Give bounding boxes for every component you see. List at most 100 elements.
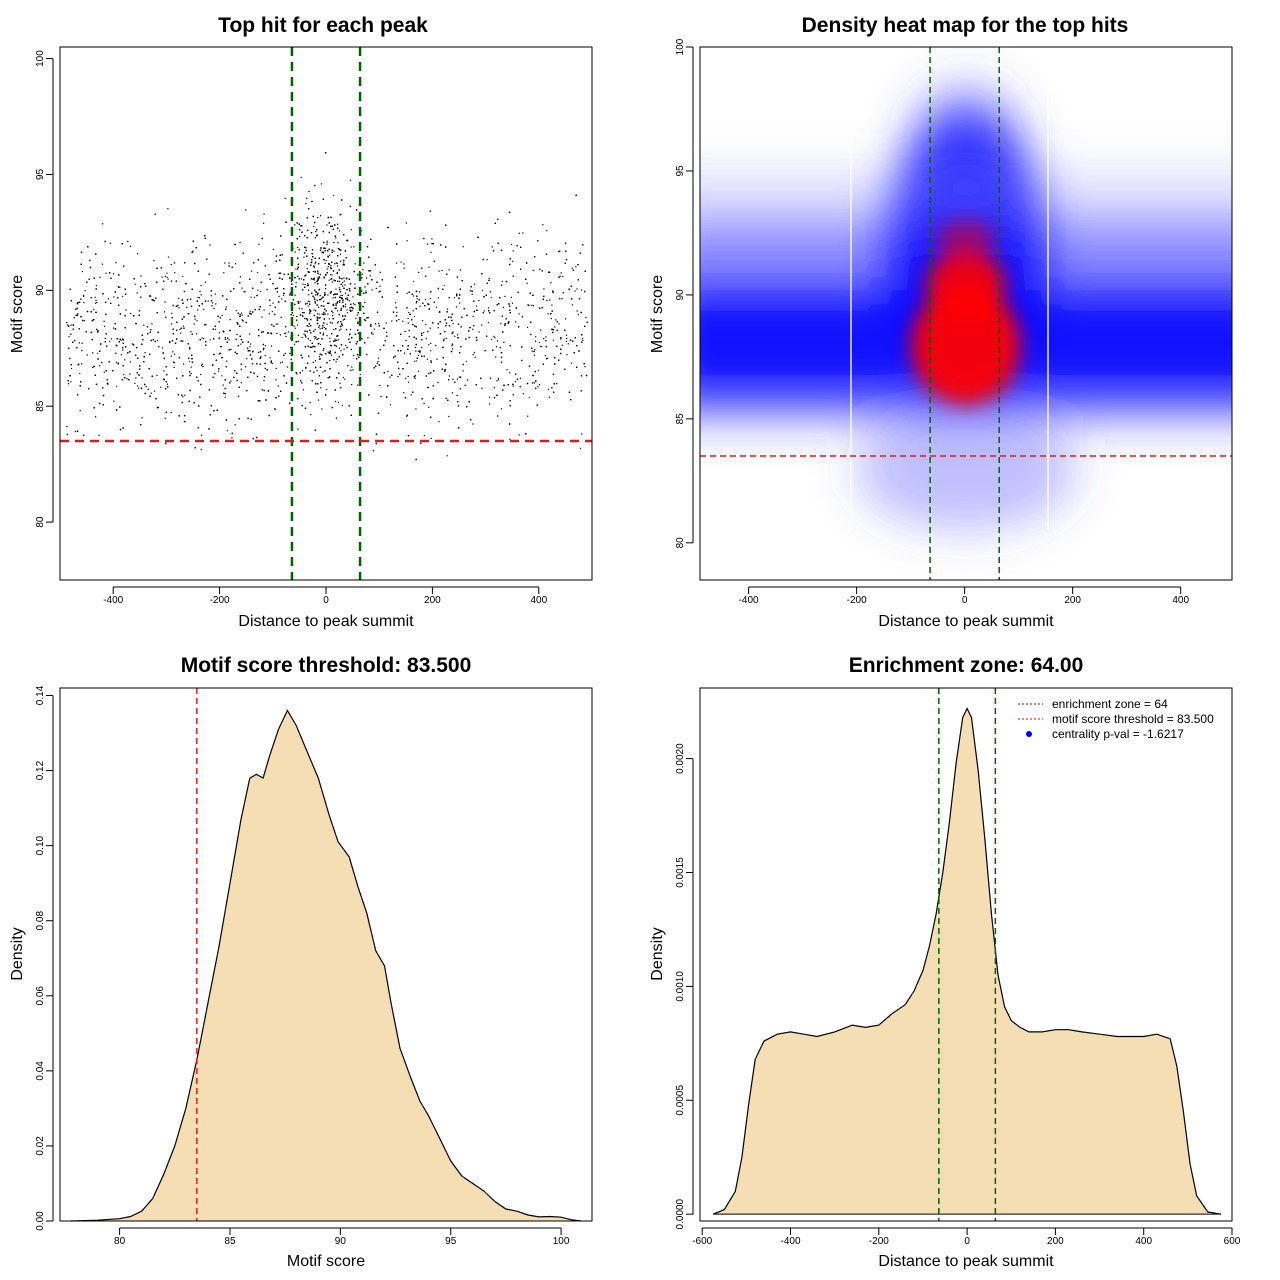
scatter-point [278,272,280,274]
scatter-point [80,263,82,265]
scatter-point [351,337,353,339]
scatter-point [547,313,549,315]
scatter-point [504,323,506,325]
scatter-point [330,345,332,347]
scatter-point [332,228,334,230]
scatter-point [90,311,92,313]
scatter-point [300,354,302,356]
scatter-point [298,223,300,225]
scatter-point [172,351,174,353]
scatter-point [532,294,534,296]
scatter-point [126,378,128,380]
scatter-point [344,378,346,380]
scatter-point [534,349,536,351]
scatter-point [156,312,158,314]
scatter-point [188,313,190,315]
scatter-point [322,230,324,233]
scatter-point [472,315,474,317]
scatter-point [170,355,172,357]
scatter-point [95,288,97,290]
scatter-point [140,286,142,288]
scatter-point [378,364,380,366]
scatter-point [533,350,535,353]
scatter-point [438,421,440,423]
scatter-point [117,297,119,299]
scatter-point [326,335,328,337]
scatter-point [437,381,439,384]
scatter-point [413,336,415,338]
scatter-point [198,405,200,407]
scatter-point [92,366,94,369]
scatter-point [327,351,329,353]
scatter-point [300,176,302,178]
scatter-point [361,273,363,275]
scatter-point [323,348,325,350]
scatter-point [459,302,461,304]
scatter-point [396,291,398,293]
scatter-point [357,332,360,334]
scatter-point [194,315,196,317]
scatter-point [343,348,345,350]
scatter-point [192,250,194,252]
scatter-point [519,377,522,379]
scatter-point [239,335,241,337]
scatter-point [299,235,301,238]
scatter-point [308,355,310,357]
scatter-point [237,395,240,397]
scatter-point [334,389,336,391]
scatter-point [181,318,183,320]
scatter-point [68,325,70,327]
scatter-point [418,299,420,301]
scatter-point [242,252,244,254]
scatter-point [314,429,316,431]
scatter-point [245,366,247,368]
scatter-point [322,325,324,327]
scatter-point [497,218,499,220]
scatter-point [171,340,174,342]
scatter-point [583,363,585,365]
scatter-point [104,325,106,327]
scatter-point [119,338,121,340]
scatter-point [316,234,318,237]
scatter-point [373,328,375,330]
scatter-point [323,318,325,320]
scatter-point [514,381,516,383]
scatter-point [313,371,315,373]
scatter-point [428,344,430,346]
scatter-point [336,262,338,264]
scatter-point [284,197,286,199]
scatter-point [343,287,345,289]
scatter-point [249,346,251,348]
scatter-point [465,338,467,340]
scatter-point [312,345,314,347]
scatter-point [299,229,301,231]
scatter-point [565,334,568,336]
scatter-point [175,305,178,307]
scatter-point [328,302,330,304]
scatter-point [68,347,70,349]
scatter-point [93,319,95,321]
scatter-point [416,298,418,300]
scatter-point [105,313,107,315]
scatter-point [96,352,99,354]
scatter-point [314,237,316,239]
scatter-point [444,331,446,333]
scatter-point [329,344,331,346]
scatter-point [326,362,328,364]
scatter-point [425,299,427,301]
scatter-point [292,314,294,316]
scatter-point [221,314,223,316]
scatter-point [314,300,316,303]
scatter-point [225,419,227,421]
scatter-point [214,373,216,375]
scatter-point [339,296,341,298]
scatter-point [484,350,486,352]
scatter-point [321,354,323,356]
scatter-point [346,289,348,291]
scatter-point [234,351,236,353]
scatter-point [160,267,162,269]
scatter-point [166,374,168,376]
scatter-point [229,382,231,384]
scatter-point [152,339,154,341]
scatter-point [325,310,327,312]
